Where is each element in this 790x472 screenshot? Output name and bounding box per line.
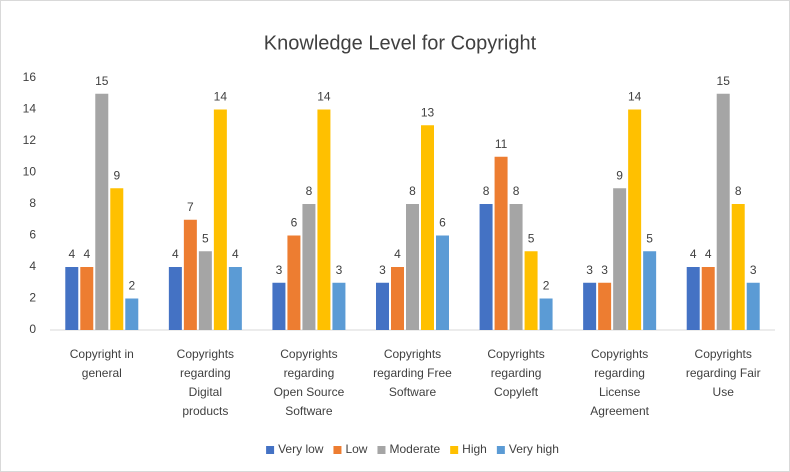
data-label: 8 [513, 184, 520, 198]
data-label: 2 [543, 279, 550, 293]
data-label: 4 [690, 247, 697, 261]
bar [391, 267, 404, 330]
data-label: 14 [214, 90, 228, 104]
y-tick-label: 2 [29, 291, 36, 305]
data-label: 3 [601, 263, 608, 277]
bar [613, 188, 627, 330]
bar [198, 251, 212, 330]
x-tick-label: Copyright in general [70, 347, 134, 380]
x-tick-label: Copyrights regarding License Agreement [590, 347, 649, 418]
legend-label: High [462, 442, 487, 456]
data-label: 3 [276, 263, 283, 277]
bar [168, 267, 182, 330]
data-label: 15 [95, 74, 109, 88]
bar [539, 298, 553, 330]
x-tick-label: Copyrights regarding Fair Use [686, 347, 761, 399]
data-label: 8 [483, 184, 490, 198]
y-tick-label: 16 [23, 70, 37, 84]
data-label: 4 [83, 247, 90, 261]
data-label: 3 [336, 263, 343, 277]
bar [272, 282, 286, 330]
bar [701, 267, 715, 330]
x-tick-label: Copyrights regarding Open Source Software [274, 347, 345, 418]
legend-swatch [333, 446, 342, 454]
legend-label: Low [345, 442, 367, 456]
bar [746, 282, 760, 330]
bar [317, 109, 331, 330]
bar [228, 267, 242, 330]
bar [376, 282, 389, 330]
bar [287, 235, 301, 330]
data-label: 9 [113, 168, 120, 182]
data-label: 5 [202, 231, 209, 245]
bar [406, 204, 419, 330]
data-label: 15 [717, 74, 731, 88]
legend-swatch [450, 446, 459, 454]
data-label: 2 [128, 279, 135, 293]
data-label: 6 [291, 216, 298, 230]
bar [95, 93, 109, 330]
bar [524, 251, 538, 330]
data-label: 14 [628, 90, 642, 104]
data-label: 8 [735, 184, 742, 198]
legend-swatch [496, 446, 505, 454]
legend-label: Very low [278, 442, 324, 456]
x-tick-label: Copyrights regarding Free Software [373, 347, 452, 399]
y-tick-label: 0 [29, 322, 36, 336]
data-label: 4 [232, 247, 239, 261]
data-label: 9 [616, 168, 623, 182]
legend-swatch [377, 446, 386, 454]
y-tick-label: 10 [23, 165, 37, 179]
y-tick-label: 6 [29, 228, 36, 242]
x-tick-label: Copyrights regarding Copyleft [487, 347, 544, 399]
bar [598, 282, 612, 330]
y-tick-label: 8 [29, 196, 36, 210]
data-label: 6 [439, 216, 446, 230]
bar [643, 251, 657, 330]
data-label: 8 [409, 184, 416, 198]
legend-swatch [266, 446, 275, 454]
data-label: 4 [705, 247, 712, 261]
bar [302, 204, 316, 330]
bar [716, 93, 730, 330]
bar [583, 282, 597, 330]
y-tick-label: 4 [29, 259, 36, 273]
legend-label: Moderate [389, 442, 440, 456]
bar [479, 204, 493, 330]
data-label: 8 [306, 184, 313, 198]
data-label: 5 [646, 231, 653, 245]
data-label: 3 [750, 263, 757, 277]
data-label: 14 [317, 90, 331, 104]
chart-title: Knowledge Level for Copyright [264, 32, 537, 54]
data-label: 4 [394, 247, 401, 261]
bar [332, 282, 346, 330]
y-tick-label: 14 [23, 102, 37, 116]
bar [80, 267, 94, 330]
x-tick-label: Copyrights regarding Digital products [177, 347, 234, 418]
data-label: 5 [528, 231, 535, 245]
bar [125, 298, 139, 330]
bar [686, 267, 700, 330]
bar [65, 267, 79, 330]
bar [628, 109, 642, 330]
bar [421, 125, 434, 330]
bar [213, 109, 227, 330]
data-label: 13 [421, 105, 435, 119]
data-label: 3 [379, 263, 386, 277]
bar [494, 156, 508, 330]
bar [110, 188, 124, 330]
data-label: 7 [187, 200, 194, 214]
bar [436, 235, 449, 330]
data-label: 4 [172, 247, 179, 261]
data-label: 3 [586, 263, 593, 277]
data-label: 11 [495, 137, 508, 151]
data-label: 4 [68, 247, 75, 261]
bar [731, 204, 745, 330]
bar [183, 219, 197, 330]
legend-label: Very high [509, 442, 559, 456]
bar [509, 204, 523, 330]
y-tick-label: 12 [23, 133, 37, 147]
